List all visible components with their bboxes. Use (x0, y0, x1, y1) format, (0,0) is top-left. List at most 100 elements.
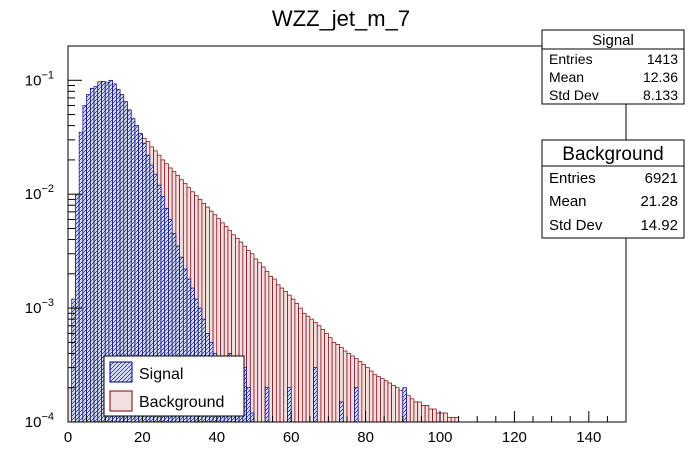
background-bin (249, 253, 255, 423)
signal-bin (86, 94, 91, 423)
background-bin (380, 378, 385, 423)
signal-bin (97, 81, 102, 423)
signal-entries-label: Entries (549, 51, 593, 67)
background-stats-title: Background (562, 144, 663, 165)
background-bin (261, 266, 266, 423)
background-bin (350, 355, 355, 423)
signal-stddev-value: 8.133 (643, 87, 678, 103)
background-bin (376, 376, 381, 423)
legend-swatch-signal (109, 361, 133, 383)
background-bin (324, 333, 329, 423)
background-bin (342, 350, 348, 423)
signal-bin (402, 387, 407, 423)
background-bin (305, 315, 311, 423)
signal-bin (313, 367, 318, 423)
background-bin (417, 401, 422, 423)
x-tick-label: 20 (134, 429, 151, 446)
background-bin (272, 278, 277, 423)
background-stats-box: Background Entries 6921 Mean 21.28 Std D… (541, 139, 685, 239)
background-bin (435, 412, 441, 423)
y-tick-label: 10−1 (25, 69, 54, 89)
background-entries-value: 6921 (645, 170, 678, 187)
background-bin (253, 258, 259, 423)
signal-mean-label: Mean (549, 69, 584, 85)
signal-bin (71, 298, 76, 423)
signal-stats-box: Signal Entries 1413 Mean 12.36 Std Dev 8… (541, 29, 685, 105)
signal-bin (339, 401, 344, 423)
x-tick-label: 0 (64, 429, 72, 446)
background-bin (368, 370, 374, 423)
background-bin (283, 291, 288, 423)
background-bin (316, 325, 322, 423)
signal-mean-value: 12.36 (643, 69, 678, 85)
background-bin (320, 329, 326, 423)
background-bin (257, 262, 262, 423)
background-bin (409, 398, 415, 423)
background-bin (443, 412, 448, 423)
legend-label-signal: Signal (139, 366, 183, 383)
background-entries-label: Entries (549, 170, 596, 187)
background-bin (391, 384, 396, 423)
background-bin (309, 318, 314, 423)
signal-bin (89, 87, 95, 423)
legend-label-background: Background (139, 394, 224, 411)
x-tick-label: 40 (208, 429, 225, 446)
background-bin (346, 353, 352, 423)
background-bin (428, 408, 433, 423)
x-tick-label: 120 (502, 429, 527, 446)
background-bin (302, 312, 307, 423)
signal-bin (78, 131, 84, 423)
background-bin (432, 408, 437, 423)
background-bin (365, 367, 370, 423)
background-bin (424, 405, 430, 423)
background-bin (413, 401, 419, 423)
background-bin (406, 395, 411, 423)
y-tick-label: 10−4 (25, 411, 54, 431)
background-bin (387, 382, 392, 423)
background-bin (357, 361, 363, 423)
background-bin (447, 416, 452, 423)
x-axis: 0 20 40 60 80 100 120 140 (64, 411, 627, 446)
background-bin (275, 284, 281, 423)
signal-stddev-label: Std Dev (549, 87, 599, 103)
signal-bin (82, 105, 87, 423)
background-bin (454, 416, 459, 423)
background-bin (398, 389, 404, 423)
background-bin (294, 303, 299, 423)
signal-bin (264, 387, 270, 423)
background-mean-label: Mean (549, 193, 587, 210)
background-bin (335, 344, 340, 423)
signal-bin (93, 86, 99, 423)
x-tick-label: 80 (357, 429, 374, 446)
background-bin (395, 387, 400, 423)
background-stddev-label: Std Dev (549, 217, 603, 234)
background-bin (383, 380, 389, 423)
background-stddev-value: 14.92 (640, 217, 678, 234)
background-bin (328, 337, 333, 423)
signal-bin (249, 412, 255, 423)
x-tick-label: 60 (283, 429, 300, 446)
signal-stats-title: Signal (592, 32, 634, 49)
background-bin (290, 298, 296, 423)
y-tick-label: 10−3 (25, 297, 54, 317)
background-bin (67, 387, 73, 423)
signal-entries-value: 1413 (647, 51, 678, 67)
background-mean-value: 21.28 (640, 193, 678, 210)
background-bin (372, 374, 378, 423)
signal-bin (246, 387, 251, 423)
legend: Signal Background (103, 355, 245, 417)
background-bin (298, 307, 303, 423)
background-bin (439, 412, 445, 423)
background-bin (268, 276, 273, 423)
background-bin (279, 287, 285, 423)
legend-swatch-background (109, 390, 133, 412)
signal-bin (354, 387, 359, 423)
background-bin (421, 405, 426, 423)
chart-title: WZZ_jet_m_7 (272, 6, 410, 31)
background-bin (361, 364, 366, 423)
x-tick-label: 140 (576, 429, 601, 446)
signal-bin (287, 387, 292, 423)
background-bin (331, 342, 337, 423)
x-tick-label: 100 (427, 429, 452, 446)
